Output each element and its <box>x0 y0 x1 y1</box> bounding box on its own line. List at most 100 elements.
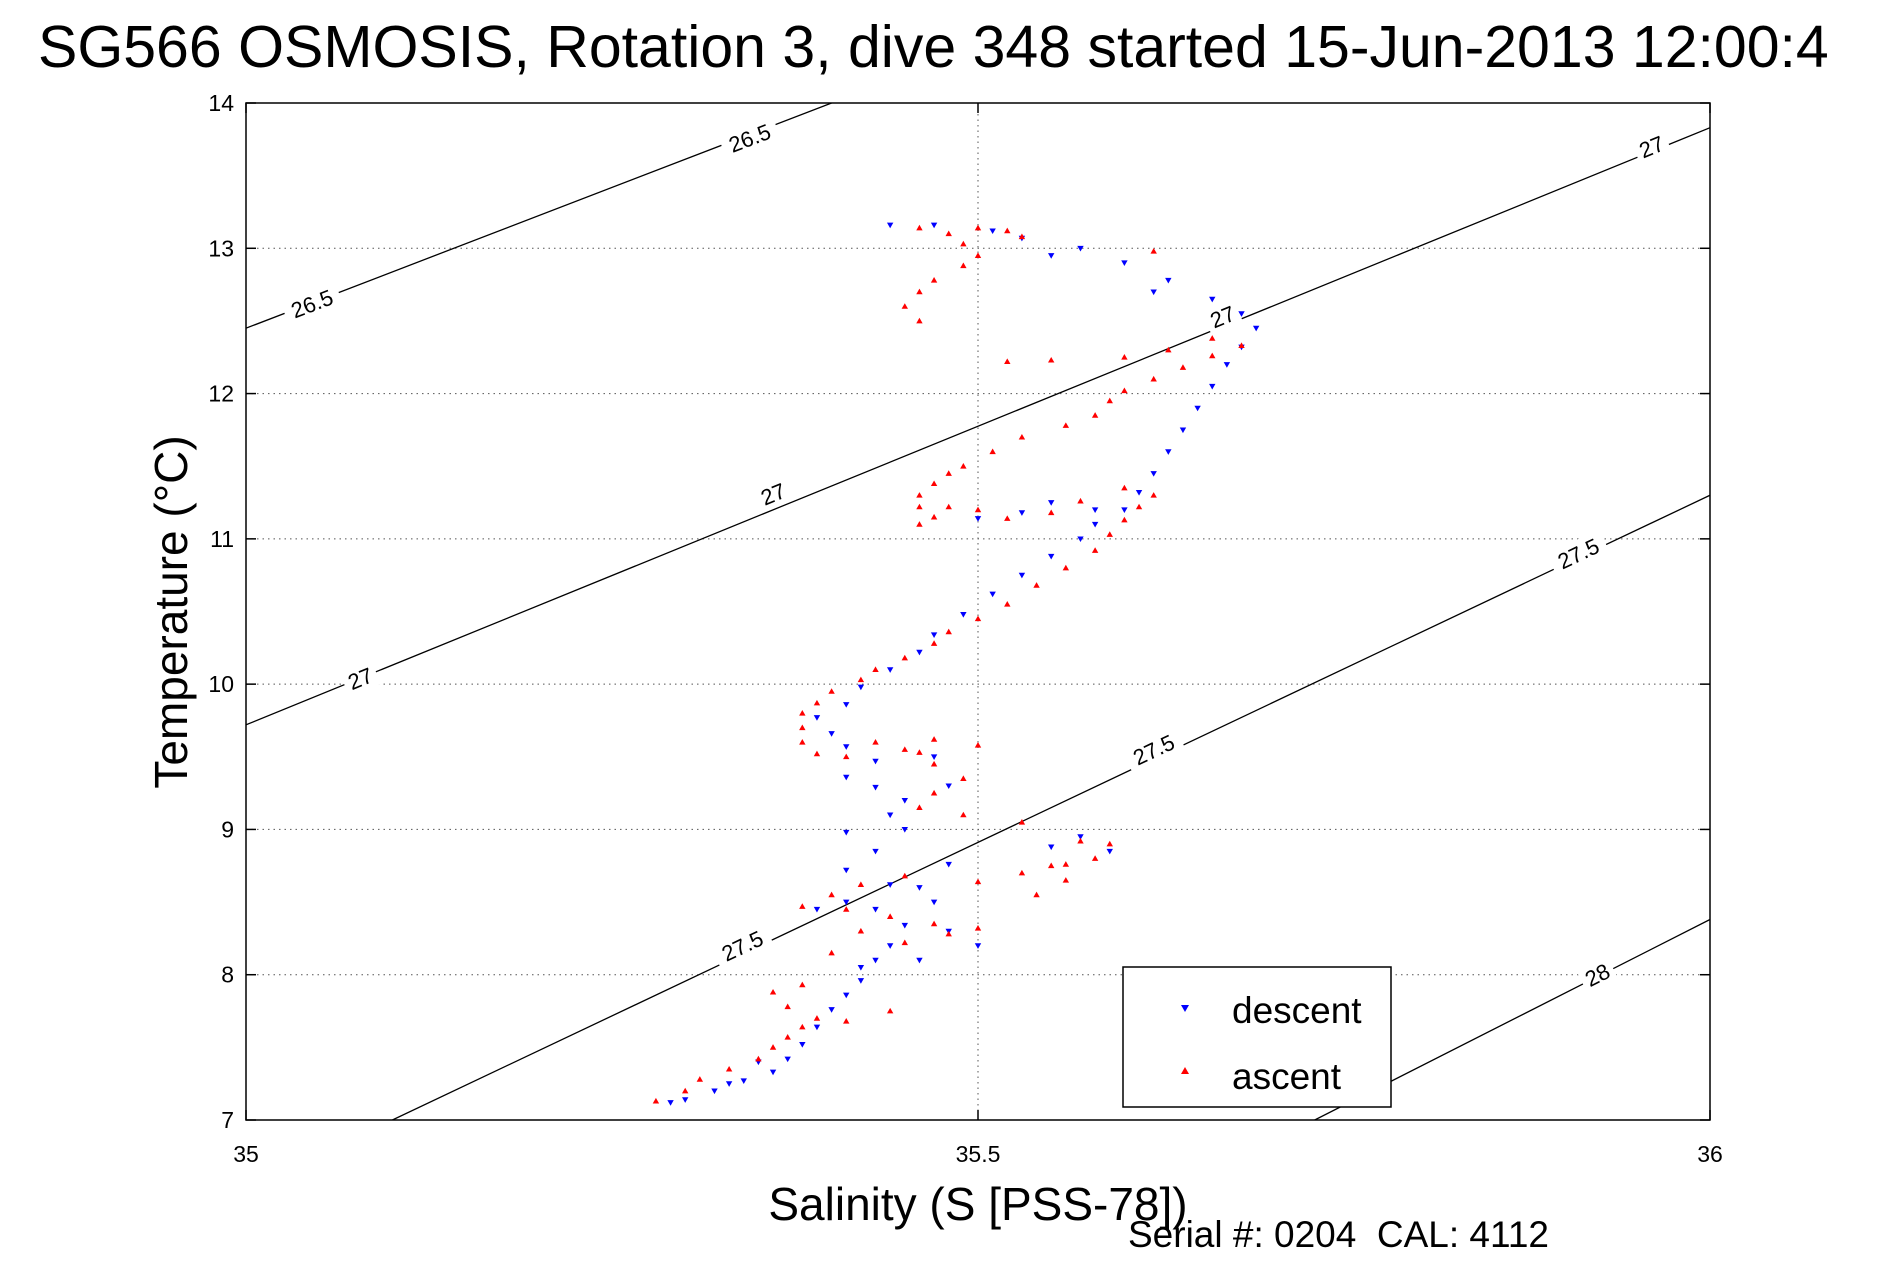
descent-point <box>843 899 850 906</box>
x-tick-label: 35.5 <box>956 1141 1001 1167</box>
ascent-point <box>769 1044 777 1050</box>
descent-point <box>682 1097 689 1103</box>
ascent-point <box>1062 564 1070 571</box>
descent-point <box>1150 289 1157 296</box>
isopycnal-line <box>246 127 1710 726</box>
ascent-point <box>1150 492 1157 498</box>
ascent-point <box>696 1076 704 1082</box>
y-tick-label: 8 <box>221 962 234 988</box>
ascent-point <box>916 804 923 811</box>
ascent-point <box>945 503 952 510</box>
ascent-point <box>901 746 908 752</box>
descent-point <box>857 965 865 971</box>
ascent-point <box>828 891 835 898</box>
x-tick-label: 35 <box>233 1141 259 1167</box>
ascent-point <box>945 930 952 937</box>
ascent-point <box>930 789 938 796</box>
descent-point <box>843 867 850 874</box>
ascent-point <box>916 521 923 527</box>
descent-point <box>1194 405 1201 412</box>
ascent-point <box>1121 516 1128 523</box>
ascent-point <box>1121 484 1128 491</box>
isopycnal-label-bg <box>1576 955 1619 994</box>
y-axis-label: Temperature (°C) <box>145 435 197 788</box>
descent-point <box>872 848 879 855</box>
isopycnal-label-bg <box>1121 725 1186 774</box>
descent-point <box>1223 362 1231 368</box>
descent-point <box>1165 449 1172 455</box>
descent-point <box>725 1081 733 1087</box>
descent-point <box>1121 507 1128 513</box>
ascent-point <box>930 480 938 487</box>
descent-point <box>916 885 923 891</box>
descent-point <box>843 774 850 781</box>
isopycnal-label-bg <box>752 475 794 513</box>
descent-point <box>989 228 996 235</box>
isopycnal-label-bg <box>1201 298 1244 336</box>
descent-point <box>813 715 821 721</box>
descent-point <box>901 922 908 929</box>
isopycnal-label-bg <box>1546 529 1611 578</box>
descent-point <box>1238 311 1245 317</box>
descent-point <box>799 1042 806 1048</box>
ascent-point <box>930 760 938 767</box>
ascent-point <box>974 741 982 748</box>
ascent-point <box>1209 335 1216 341</box>
descent-point <box>1091 507 1099 513</box>
ascent-point <box>1004 358 1011 365</box>
descent-point <box>857 978 865 984</box>
legend: descent ascent <box>1122 966 1392 1108</box>
y-axis-ticks: 7 8 9 10 11 12 13 14 <box>208 90 1710 1133</box>
ascent-point <box>916 749 923 755</box>
descent-point <box>813 1024 821 1031</box>
descent-point <box>784 1056 791 1063</box>
ascent-point <box>886 1007 894 1014</box>
descent-point <box>974 516 982 522</box>
ascent-point <box>1150 247 1157 254</box>
descent-point <box>1018 510 1026 516</box>
descent-point <box>886 882 894 888</box>
isopycnal-label-bg <box>1630 128 1673 166</box>
descent-point <box>872 957 879 964</box>
descent-point <box>886 222 894 229</box>
ascent-point <box>799 981 806 988</box>
ascent-point <box>843 753 850 760</box>
y-tick-label: 12 <box>208 381 234 407</box>
ascent-point <box>945 470 952 476</box>
ascent-point <box>1004 227 1011 234</box>
descent-point <box>872 784 879 791</box>
descent-point <box>813 906 821 913</box>
descent-point <box>960 612 967 618</box>
ascent-point <box>1238 342 1245 349</box>
descent-point <box>1150 471 1157 477</box>
descent-point <box>872 906 879 913</box>
ascent-point <box>1091 412 1099 418</box>
descent-point <box>740 1078 747 1084</box>
ascent-point <box>1150 375 1157 382</box>
descent-point <box>930 632 938 638</box>
y-tick-label: 10 <box>208 671 234 697</box>
descent-point <box>886 667 894 673</box>
ascent-point <box>974 506 982 513</box>
descent-point <box>828 1007 835 1013</box>
descent-point <box>1135 489 1143 496</box>
serial-footer: Serial #: 0204 CAL: 4112 <box>1128 1214 1549 1255</box>
descent-point <box>901 827 908 833</box>
legend-descent-label: descent <box>1232 990 1362 1031</box>
descent-point <box>1077 245 1084 252</box>
ascent-point <box>799 724 806 731</box>
ascent-point <box>1018 433 1026 440</box>
isopycnal-label-bg <box>717 115 782 161</box>
isopycnal-line <box>392 494 1710 1120</box>
ascent-point <box>652 1097 660 1104</box>
ascent-point <box>828 949 835 956</box>
ascent-point <box>916 288 923 295</box>
descent-point <box>667 1100 674 1106</box>
ascent-point <box>725 1065 733 1072</box>
ascent-point <box>974 224 982 231</box>
y-tick-label: 7 <box>221 1107 234 1133</box>
ascent-point <box>1048 862 1055 869</box>
ascent-point <box>813 750 821 757</box>
ascent-point <box>930 920 938 927</box>
ascent-point <box>1048 356 1055 363</box>
